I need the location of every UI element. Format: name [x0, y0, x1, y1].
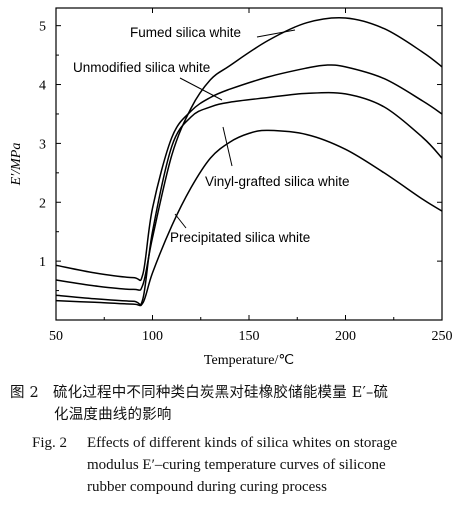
leader-line-precipitated: [174, 213, 187, 229]
caption-en-figure-number: Fig. 2: [32, 435, 68, 451]
x-tick-label: 150: [239, 329, 260, 344]
series-labels: Fumed silica white Unmodified silica whit…: [73, 25, 350, 245]
caption-cn-figure-number: 图 2: [10, 385, 39, 401]
x-tick-label: 250: [432, 329, 453, 344]
plot-frame: [55, 7, 443, 321]
caption-en-line-3: rubber compound during curing process: [87, 479, 327, 495]
y-tick-label: 5: [39, 20, 46, 35]
series-label-unmodified: Unmodified silica white: [73, 60, 210, 75]
caption-en-line-1: Effects of different kinds of silica whi…: [87, 435, 398, 451]
series-line-unmodified: [55, 64, 443, 282]
series-line-vinyl-grafted: [55, 91, 443, 306]
leader-line-vinyl-grafted: [222, 126, 233, 167]
y-tick-label: 4: [39, 79, 46, 94]
x-tick-label: 100: [142, 329, 163, 344]
caption-cn-line-1: 硫化过程中不同种类白炭黑对硅橡胶储能模量 E′–硫: [52, 385, 389, 401]
leader-line-fumed: [256, 29, 296, 38]
y-tick-label: 2: [39, 196, 46, 211]
x-axis-label: Temperature/℃: [204, 353, 294, 368]
figure-caption-chinese: 图 2 硫化过程中不同种类白炭黑对硅橡胶储能模量 E′–硫 化温度曲线的影响: [10, 382, 468, 426]
y-tick-label: 1: [39, 255, 46, 270]
caption-cn-line-2: 化温度曲线的影响: [54, 407, 172, 423]
x-tick-label: 200: [335, 329, 356, 344]
caption-en-line-2: modulus E′–curing temperature curves of …: [87, 457, 386, 473]
series-label-vinyl-grafted: Vinyl-grafted silica white: [205, 174, 350, 189]
series-line-precipitated: [55, 129, 443, 307]
y-axis-label: E′/MPa: [9, 143, 24, 187]
series-label-precipitated: Precipitated silica white: [170, 230, 310, 245]
series-label-fumed: Fumed silica white: [130, 25, 241, 40]
axis-ticks: 50 100 150 200 250 1 2 3 4 5: [39, 8, 453, 344]
y-tick-label: 3: [39, 137, 46, 152]
leader-line-unmodified: [179, 77, 223, 101]
series-line-fumed: [55, 17, 443, 291]
x-tick-label: 50: [49, 329, 63, 344]
series-lines: [55, 17, 443, 307]
figure-caption-english: Fig. 2 Effects of different kinds of sili…: [32, 432, 472, 498]
